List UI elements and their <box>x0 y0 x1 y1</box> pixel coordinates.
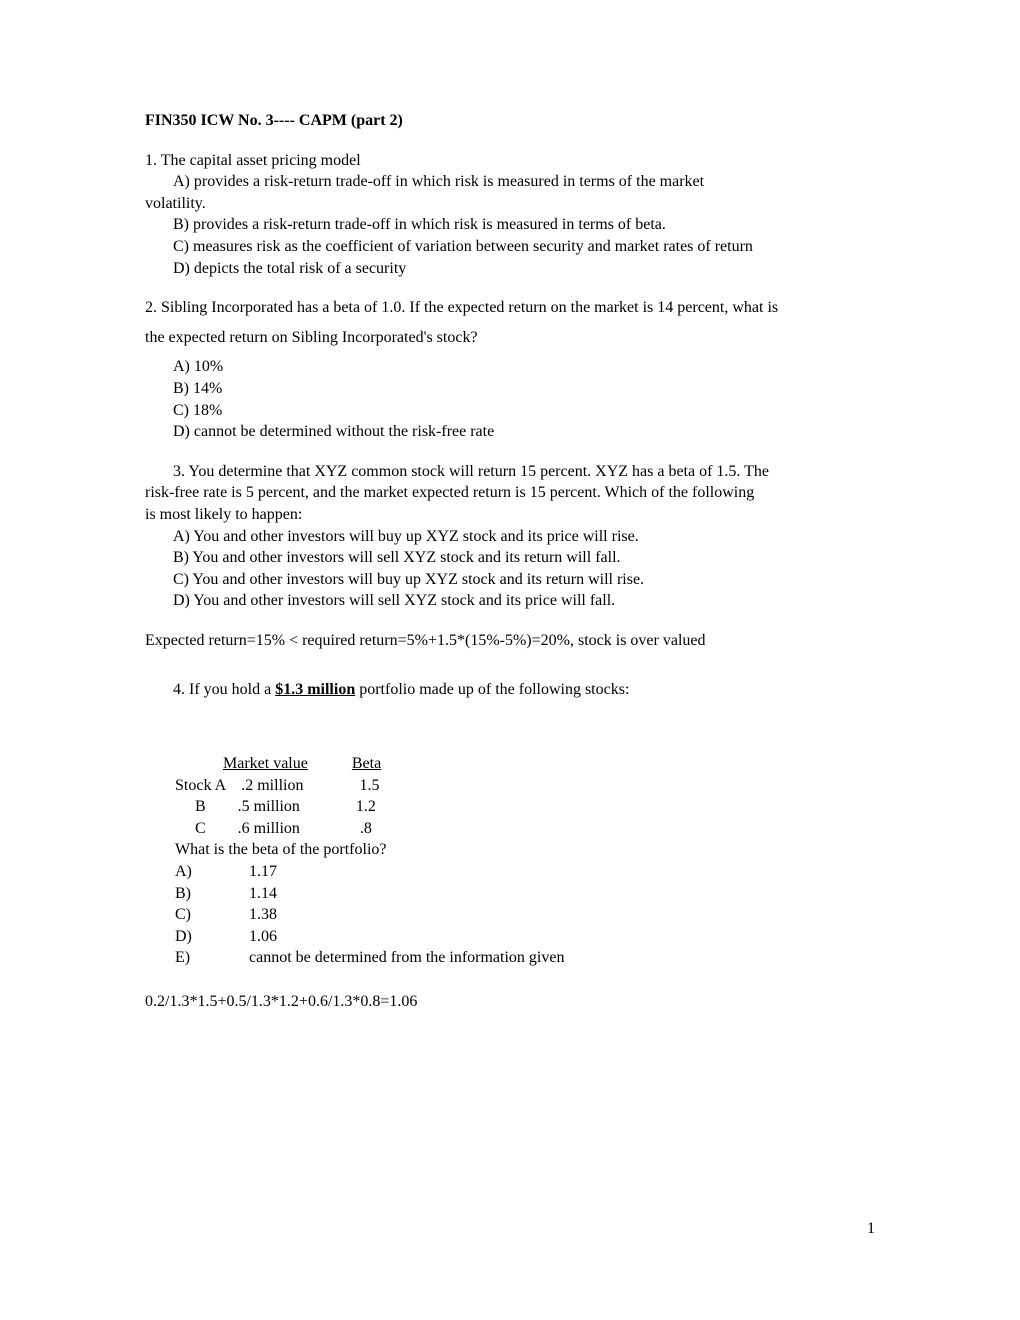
q4-a-value: 1.17 <box>249 863 277 880</box>
q4-header-mv: Market value <box>223 755 308 772</box>
explanation-note: Expected return=15% < required return=5%… <box>145 630 875 652</box>
q4-b-letter: B) <box>175 883 201 905</box>
q3-option-c: C) You and other investors will buy up X… <box>145 569 875 591</box>
q4-b-value: 1.14 <box>249 885 277 902</box>
q4-d-value: 1.06 <box>249 928 277 945</box>
q2-option-b: B) 14% <box>145 378 875 400</box>
question-3: 3. You determine that XYZ common stock w… <box>145 461 875 612</box>
q4-a-letter: A) <box>175 861 201 883</box>
q3-option-b: B) You and other investors will sell XYZ… <box>145 547 875 569</box>
q4-option-c: C) 1.38 <box>145 904 875 926</box>
calculation: 0.2/1.3*1.5+0.5/1.3*1.2+0.6/1.3*0.8=1.06 <box>145 991 875 1013</box>
q1-option-a: A) provides a risk-return trade-off in w… <box>145 171 875 193</box>
q4-e-value: cannot be determined from the informatio… <box>249 949 564 966</box>
q1-option-a-cont: volatility. <box>145 193 875 215</box>
q4-table-header: Market value Beta <box>145 753 875 775</box>
q4-c-value: 1.38 <box>249 906 277 923</box>
q4-stem-prefix: 4. If you hold a <box>173 681 275 698</box>
q3-stem-line1: 3. You determine that XYZ common stock w… <box>145 461 875 483</box>
q4-option-a: A) 1.17 <box>145 861 875 883</box>
q4-question: What is the beta of the portfolio? <box>145 839 875 861</box>
q4-row-b: B .5 million 1.2 <box>145 796 875 818</box>
q4-option-d: D) 1.06 <box>145 926 875 948</box>
q4-option-e: E) cannot be determined from the informa… <box>145 947 875 969</box>
q2-stem: 2. Sibling Incorporated has a beta of 1.… <box>145 297 875 319</box>
q1-option-c: C) measures risk as the coefficient of v… <box>145 236 875 258</box>
q3-stem-line2: risk-free rate is 5 percent, and the mar… <box>145 482 875 504</box>
q2-stem-2: the expected return on Sibling Incorpora… <box>145 327 875 349</box>
q4-stem-suffix: portfolio made up of the following stock… <box>355 681 629 698</box>
q4-header-beta: Beta <box>352 755 381 772</box>
q3-option-a: A) You and other investors will buy up X… <box>145 526 875 548</box>
page-number: 1 <box>867 1218 875 1240</box>
q4-row-c: C .6 million .8 <box>145 818 875 840</box>
q1-option-d: D) depicts the total risk of a security <box>145 258 875 280</box>
q3-stem-line3: is most likely to happen: <box>145 504 875 526</box>
q2-option-d: D) cannot be determined without the risk… <box>145 421 875 443</box>
q4-e-letter: E) <box>175 947 201 969</box>
q3-option-d: D) You and other investors will sell XYZ… <box>145 590 875 612</box>
q1-option-b: B) provides a risk-return trade-off in w… <box>145 214 875 236</box>
q4-stem-bold: $1.3 million <box>275 681 355 698</box>
q4-option-b: B) 1.14 <box>145 883 875 905</box>
question-1: 1. The capital asset pricing model A) pr… <box>145 150 875 280</box>
q4-stem: 4. If you hold a $1.3 million portfolio … <box>145 679 875 701</box>
q4-row-a: Stock A .2 million 1.5 <box>145 775 875 797</box>
q2-option-c: C) 18% <box>145 400 875 422</box>
document-title: FIN350 ICW No. 3---- CAPM (part 2) <box>145 110 875 132</box>
q2-option-a: A) 10% <box>145 356 875 378</box>
q4-c-letter: C) <box>175 904 201 926</box>
q4-d-letter: D) <box>175 926 201 948</box>
question-2: 2. Sibling Incorporated has a beta of 1.… <box>145 297 875 443</box>
question-4: 4. If you hold a $1.3 million portfolio … <box>145 679 875 969</box>
q1-stem: 1. The capital asset pricing model <box>145 150 875 172</box>
